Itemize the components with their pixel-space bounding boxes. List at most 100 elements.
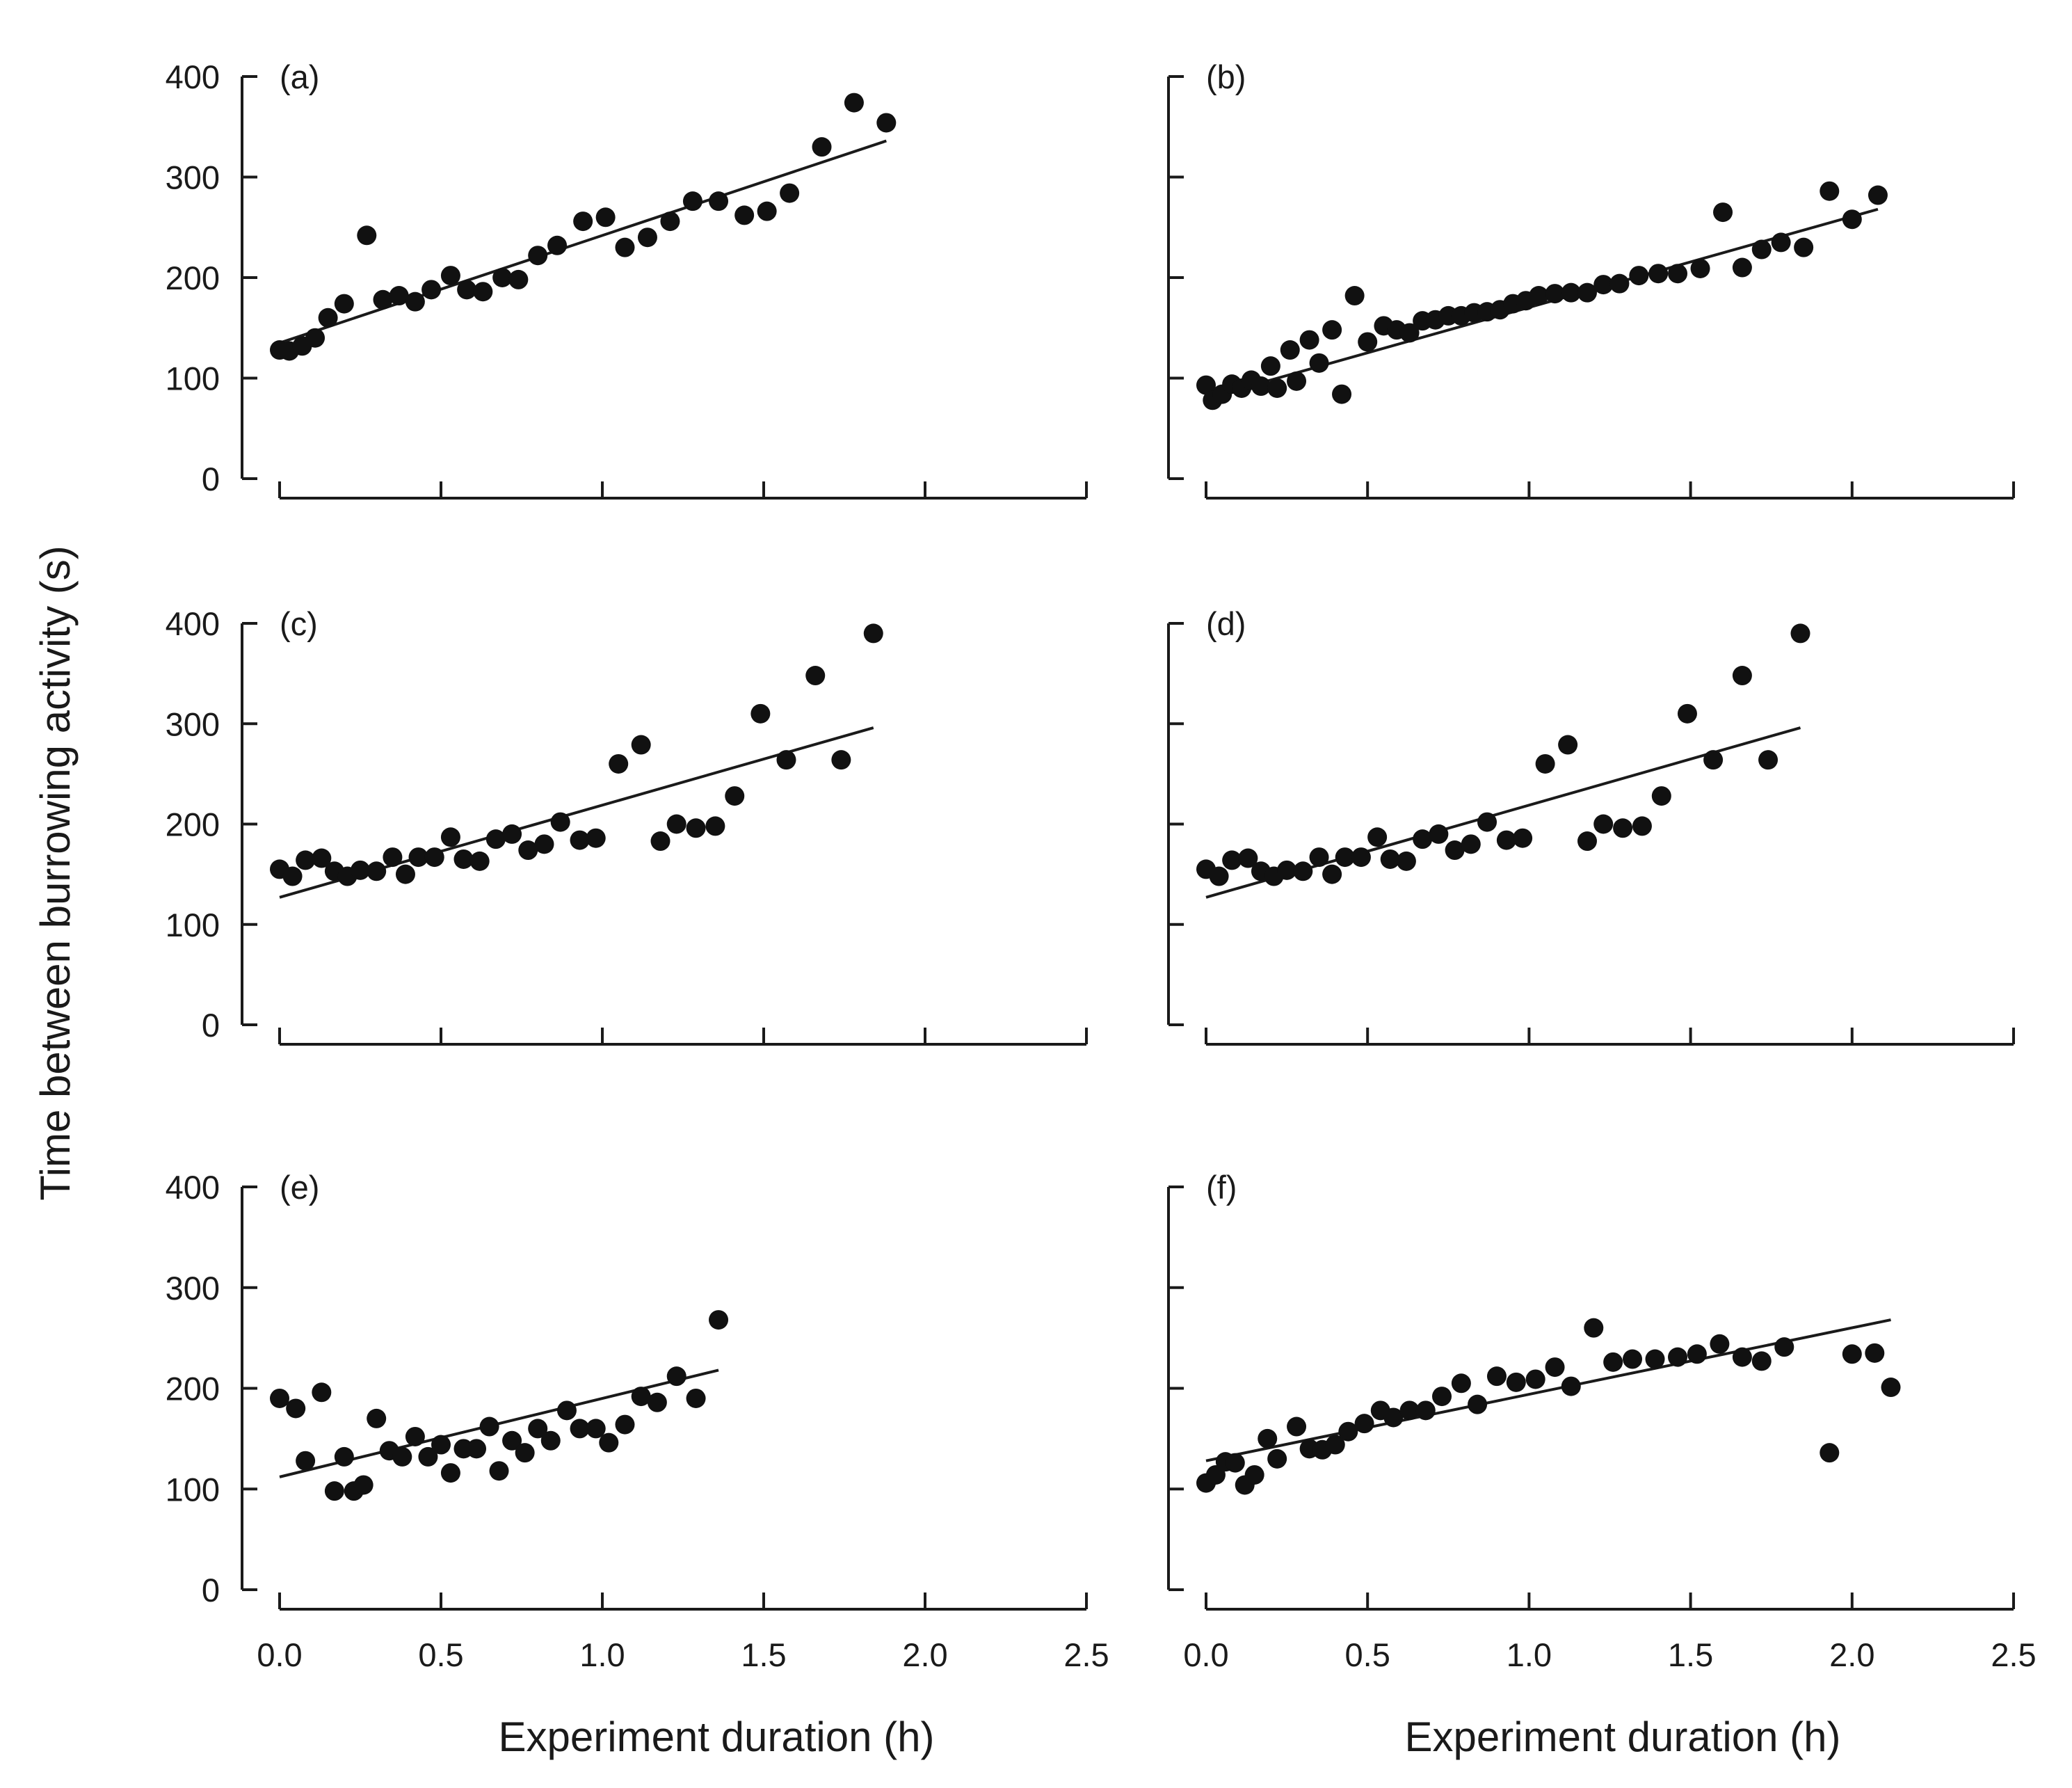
data-point: [1561, 282, 1581, 303]
y-tick-label: 400: [166, 605, 220, 642]
data-point: [1525, 1369, 1545, 1389]
data-point: [1280, 340, 1300, 360]
data-point: [389, 286, 409, 306]
data-point: [489, 1461, 509, 1481]
data-point: [1677, 703, 1697, 724]
data-point: [1445, 840, 1465, 861]
data-point: [550, 812, 570, 832]
data-point: [1358, 332, 1378, 352]
data-point: [573, 211, 593, 232]
data-point: [631, 1387, 651, 1407]
data-point: [518, 840, 538, 861]
y-axis-title: Time between burrowing activity (s): [32, 545, 79, 1200]
y-tick-label: 0: [202, 1572, 220, 1609]
data-point: [440, 266, 460, 286]
data-point: [1287, 1416, 1307, 1437]
data-point: [1335, 847, 1355, 868]
data-point: [421, 280, 442, 300]
data-point: [586, 828, 606, 848]
data-point: [1645, 1349, 1665, 1369]
x-tick-label: 2.5: [1991, 1636, 2036, 1673]
data-point: [666, 814, 686, 834]
data-point: [453, 849, 474, 869]
data-point: [609, 753, 629, 774]
x-tick-label: 1.0: [1507, 1636, 1552, 1673]
data-point: [1338, 1421, 1358, 1442]
data-point: [282, 866, 303, 886]
y-tick-label: 200: [166, 1371, 220, 1407]
data-point: [1468, 1394, 1488, 1414]
y-tick-label: 300: [166, 1270, 220, 1307]
y-tick-label: 0: [202, 461, 220, 497]
data-point: [424, 847, 444, 868]
data-point: [492, 268, 513, 287]
data-point: [1881, 1378, 1901, 1398]
data-point: [351, 860, 370, 880]
data-point: [615, 237, 635, 257]
data-point: [1561, 1376, 1581, 1396]
x-tick-label: 2.0: [1829, 1636, 1874, 1673]
panel-label: (d): [1206, 605, 1246, 642]
data-point: [469, 851, 490, 871]
data-point: [440, 1463, 460, 1483]
data-point: [1196, 375, 1216, 395]
data-point: [305, 328, 326, 348]
data-point: [757, 201, 777, 221]
data-point: [805, 666, 826, 686]
data-point: [1267, 1448, 1287, 1469]
data-point: [515, 1443, 535, 1463]
data-point: [528, 246, 548, 266]
data-point: [709, 191, 729, 211]
panel-label: (a): [280, 58, 319, 95]
data-point: [1558, 735, 1578, 755]
data-point: [1603, 1352, 1623, 1372]
data-point: [1632, 816, 1652, 836]
data-point: [357, 225, 377, 246]
data-point: [457, 280, 477, 300]
data-point: [270, 1388, 289, 1408]
data-point: [1593, 814, 1614, 834]
data-point: [1713, 202, 1733, 223]
y-tick-label: 300: [166, 705, 220, 742]
data-point: [682, 191, 702, 211]
data-point: [467, 1439, 487, 1459]
x-tick-label: 0.5: [418, 1636, 463, 1673]
data-point: [780, 183, 800, 203]
data-point: [1451, 1373, 1471, 1394]
data-point: [1367, 827, 1388, 847]
data-point: [705, 816, 725, 836]
data-point: [502, 1430, 522, 1451]
data-point: [1513, 828, 1533, 848]
x-tick-label: 1.0: [579, 1636, 625, 1673]
data-point: [1287, 371, 1307, 391]
data-point: [1842, 1344, 1862, 1364]
x-axis-title-left: Experiment duration (h): [499, 1714, 935, 1760]
data-point: [312, 1382, 332, 1403]
data-point: [1399, 1400, 1420, 1421]
data-point: [1623, 1349, 1643, 1369]
panel-a: 0 100 200 300 400 (a): [166, 58, 1088, 500]
data-point: [473, 282, 493, 302]
data-point: [1477, 812, 1497, 832]
data-point: [1751, 239, 1772, 260]
x-tick-label: 2.0: [902, 1636, 947, 1673]
y-tick-label: 0: [202, 1007, 220, 1044]
data-point: [1461, 834, 1481, 854]
y-tick-label: 400: [166, 1169, 220, 1206]
data-point: [1732, 666, 1752, 686]
data-point: [1244, 1464, 1264, 1485]
data-point: [709, 1310, 729, 1330]
data-point: [686, 818, 706, 838]
x-tick-label: 0.5: [1345, 1636, 1390, 1673]
data-point: [324, 1481, 344, 1501]
data-point: [1399, 323, 1420, 343]
data-point: [1577, 831, 1597, 852]
data-point: [1529, 286, 1549, 306]
data-point: [1222, 850, 1242, 870]
data-point: [1332, 384, 1352, 404]
y-tick-label: 100: [166, 907, 220, 943]
data-point: [1506, 1372, 1526, 1392]
data-point: [1651, 786, 1671, 806]
data-point: [1774, 1337, 1794, 1357]
data-point: [1690, 258, 1710, 278]
